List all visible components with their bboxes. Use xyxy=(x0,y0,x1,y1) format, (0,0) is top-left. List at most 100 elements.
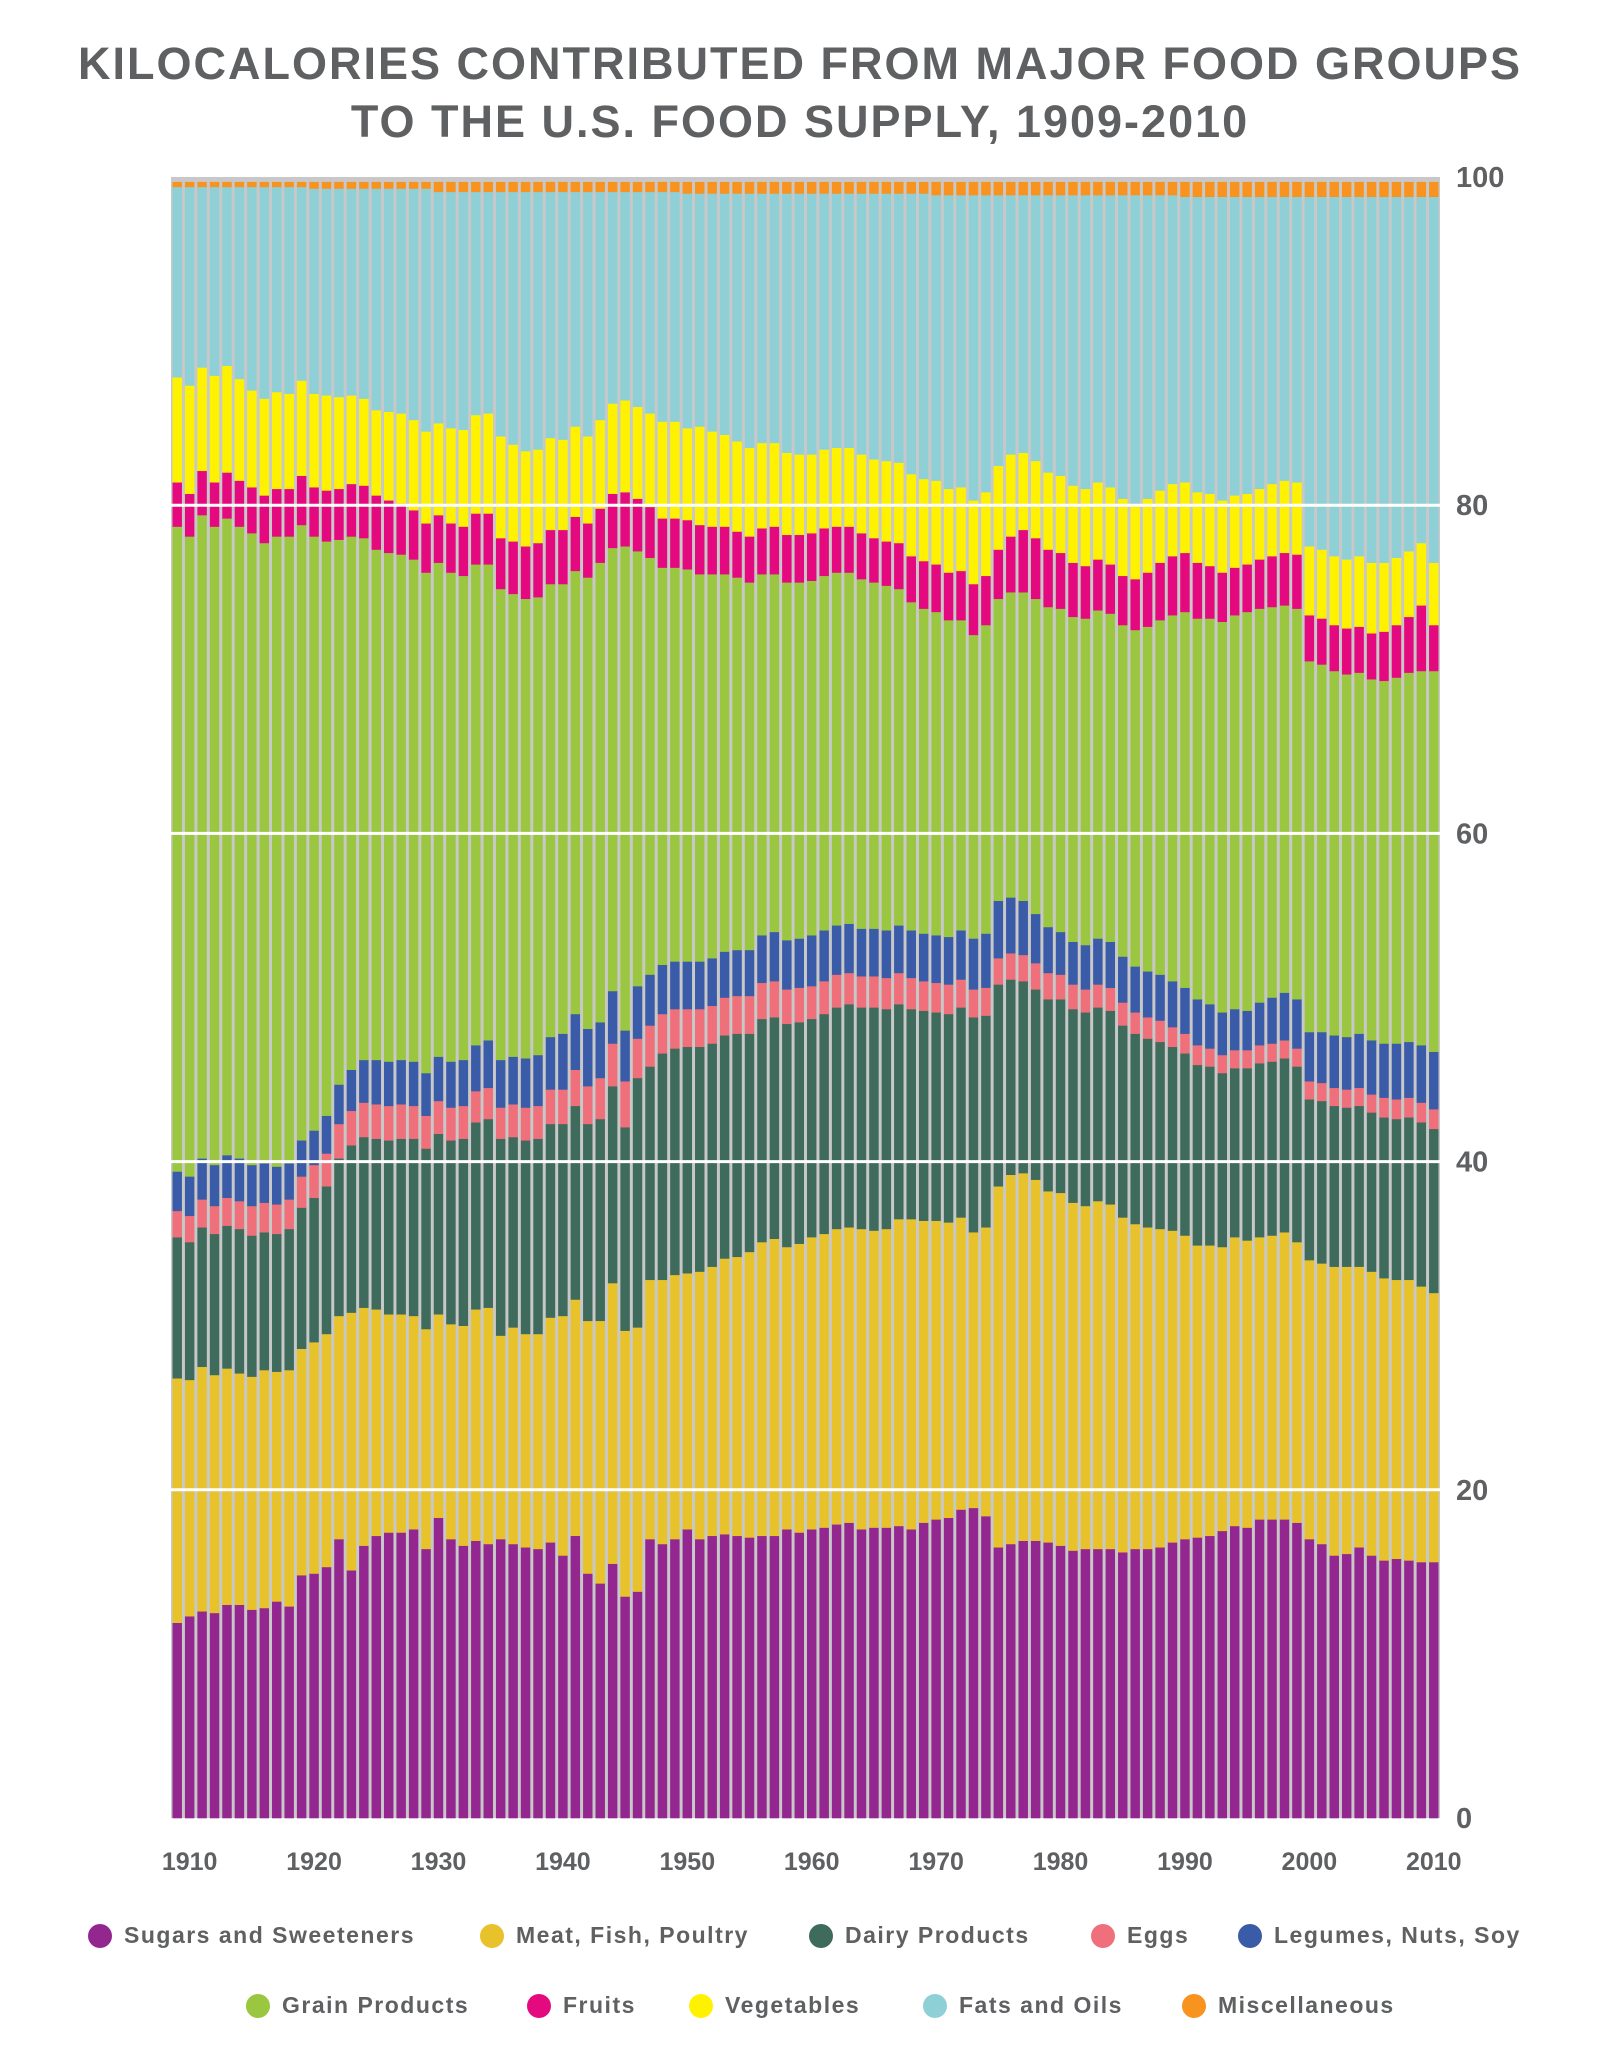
bar-segment-grain-products-1966 xyxy=(881,585,892,931)
bar-segment-sugars-and-sweeteners-1955 xyxy=(744,1537,755,1819)
bar-segment-fruits-1917 xyxy=(272,488,282,537)
bar-segment-miscellaneous-1977 xyxy=(1018,181,1028,196)
bar-segment-meat-fish-poultry-2008 xyxy=(1404,1279,1414,1561)
bar-segment-legumes-nuts-soy-1985 xyxy=(1118,956,1128,1003)
bar-segment-dairy-products-1969 xyxy=(918,1010,929,1221)
bar-segment-fats-and-oils-1993 xyxy=(1217,196,1228,501)
x-tick-label: 1980 xyxy=(1033,1848,1089,1876)
bar-segment-vegetables-1971 xyxy=(943,488,954,573)
bar-segment-sugars-and-sweeteners-1921 xyxy=(321,1566,332,1819)
bar-segment-grain-products-1915 xyxy=(247,533,257,1166)
bar-segment-grain-products-1923 xyxy=(346,536,357,1070)
bar-segment-legumes-nuts-soy-1940 xyxy=(558,1033,568,1090)
bar-segment-fruits-1983 xyxy=(1093,559,1103,611)
bar-segment-meat-fish-poultry-1996 xyxy=(1254,1237,1265,1520)
bar-segment-miscellaneous-1987 xyxy=(1142,181,1153,196)
bar-segment-grain-products-1943 xyxy=(595,562,605,1023)
bar-segment-meat-fish-poultry-1988 xyxy=(1155,1228,1165,1548)
legend-row-2: Grain Products Fruits Vegetables Fats an… xyxy=(0,1992,1600,2032)
bar-segment-dairy-products-1935 xyxy=(495,1138,506,1336)
bar-segment-grain-products-2005 xyxy=(1366,679,1377,1041)
bar-segment-sugars-and-sweeteners-1947 xyxy=(645,1539,655,1819)
bar-segment-meat-fish-poultry-1982 xyxy=(1080,1205,1091,1550)
bar-segment-eggs-1929 xyxy=(421,1115,431,1149)
bar-segment-dairy-products-1934 xyxy=(483,1118,493,1308)
bar-segment-miscellaneous-1916 xyxy=(259,181,270,188)
bar-segment-sugars-and-sweeteners-1936 xyxy=(508,1543,518,1819)
bar-segment-fruits-1989 xyxy=(1167,556,1178,616)
bar-segment-grain-products-1933 xyxy=(471,564,481,1046)
bar-segment-legumes-nuts-soy-1918 xyxy=(284,1163,294,1200)
bar-segment-grain-products-1925 xyxy=(371,549,382,1061)
bar-segment-vegetables-1990 xyxy=(1180,482,1190,554)
bar-segment-dairy-products-1947 xyxy=(645,1066,655,1281)
bar-segment-vegetables-1944 xyxy=(607,403,618,495)
bar-segment-dairy-products-1916 xyxy=(259,1232,270,1371)
bar-segment-dairy-products-1930 xyxy=(433,1133,444,1315)
bar-segment-sugars-and-sweeteners-2003 xyxy=(1341,1553,1352,1819)
bar-segment-grain-products-1990 xyxy=(1180,611,1190,988)
bar-segment-legumes-nuts-soy-2010 xyxy=(1429,1051,1439,1110)
bar-segment-legumes-nuts-soy-1961 xyxy=(819,930,829,982)
bar-segment-vegetables-1947 xyxy=(645,413,655,508)
bar-segment-eggs-1922 xyxy=(334,1123,344,1159)
bar-segment-fats-and-oils-1943 xyxy=(595,191,605,421)
bar-segment-sugars-and-sweeteners-1974 xyxy=(981,1516,991,1819)
bar-segment-dairy-products-1962 xyxy=(831,1007,842,1230)
bar-segment-legumes-nuts-soy-1975 xyxy=(993,900,1004,959)
bar-segment-grain-products-1951 xyxy=(695,574,705,962)
bar-segment-eggs-1940 xyxy=(558,1089,568,1125)
bar-segment-grain-products-1995 xyxy=(1242,611,1252,1011)
y-tick-label: 40 xyxy=(1456,1147,1488,1179)
bar-segment-sugars-and-sweeteners-1924 xyxy=(359,1545,369,1819)
bar-segment-vegetables-1962 xyxy=(831,447,842,527)
legend-label: Legumes, Nuts, Soy xyxy=(1274,1922,1521,1948)
bar-segment-eggs-1955 xyxy=(744,995,755,1034)
bar-segment-fats-and-oils-1988 xyxy=(1155,195,1165,491)
bar-segment-fats-and-oils-2000 xyxy=(1304,196,1315,547)
bar-segment-miscellaneous-1966 xyxy=(881,181,892,194)
bar-segment-miscellaneous-1926 xyxy=(383,181,394,189)
bar-segment-dairy-products-1938 xyxy=(533,1138,543,1335)
bar-segment-legumes-nuts-soy-1988 xyxy=(1155,974,1165,1021)
bar-segment-vegetables-1982 xyxy=(1080,488,1091,567)
bar-segment-dairy-products-1925 xyxy=(371,1138,382,1310)
bar-segment-fruits-1937 xyxy=(520,546,531,600)
bar-segment-meat-fish-poultry-1953 xyxy=(719,1258,730,1535)
bar-segment-vegetables-1974 xyxy=(981,492,991,577)
bar-segment-legumes-nuts-soy-1994 xyxy=(1229,1008,1240,1051)
bar-segment-fruits-1910 xyxy=(184,493,195,537)
bar-segment-fruits-1947 xyxy=(645,506,655,559)
bar-segment-grain-products-1936 xyxy=(508,593,518,1057)
bar-segment-grain-products-1994 xyxy=(1229,615,1240,1010)
bar-segment-fruits-1991 xyxy=(1192,562,1203,619)
bar-segment-sugars-and-sweeteners-1927 xyxy=(396,1532,406,1819)
bar-segment-vegetables-1989 xyxy=(1167,483,1178,557)
bar-segment-sugars-and-sweeteners-1951 xyxy=(695,1539,705,1819)
bar-segment-miscellaneous-2000 xyxy=(1304,181,1315,197)
bar-segment-dairy-products-1978 xyxy=(1030,989,1041,1180)
bar-segment-meat-fish-poultry-1941 xyxy=(570,1299,581,1537)
bar-segment-eggs-1984 xyxy=(1105,987,1116,1011)
bar-segment-fruits-1998 xyxy=(1279,552,1290,606)
bar-segment-fruits-1964 xyxy=(856,533,867,580)
bar-segment-eggs-1941 xyxy=(570,1069,581,1107)
bar-segment-dairy-products-1928 xyxy=(408,1138,419,1317)
bar-segment-eggs-1988 xyxy=(1155,1020,1165,1043)
bar-segment-miscellaneous-1917 xyxy=(272,181,282,188)
bar-segment-legumes-nuts-soy-1966 xyxy=(881,930,892,979)
bar-segment-sugars-and-sweeteners-1922 xyxy=(334,1539,344,1819)
bar-segment-grain-products-1926 xyxy=(383,552,394,1062)
bar-segment-legumes-nuts-soy-1944 xyxy=(607,990,618,1044)
bar-segment-eggs-1992 xyxy=(1205,1048,1215,1067)
bar-segment-meat-fish-poultry-1992 xyxy=(1205,1245,1215,1537)
bar-segment-sugars-and-sweeteners-1923 xyxy=(346,1570,357,1819)
bar-segment-sugars-and-sweeteners-1963 xyxy=(844,1522,854,1819)
bar-segment-vegetables-1958 xyxy=(782,452,792,536)
bar-segment-vegetables-1933 xyxy=(471,414,481,514)
bar-segment-vegetables-1939 xyxy=(545,437,556,531)
bar-segment-grain-products-1924 xyxy=(359,538,369,1061)
bar-segment-fats-and-oils-1918 xyxy=(284,186,294,394)
bar-segment-eggs-1997 xyxy=(1267,1043,1277,1062)
bar-segment-vegetables-1966 xyxy=(881,460,892,542)
